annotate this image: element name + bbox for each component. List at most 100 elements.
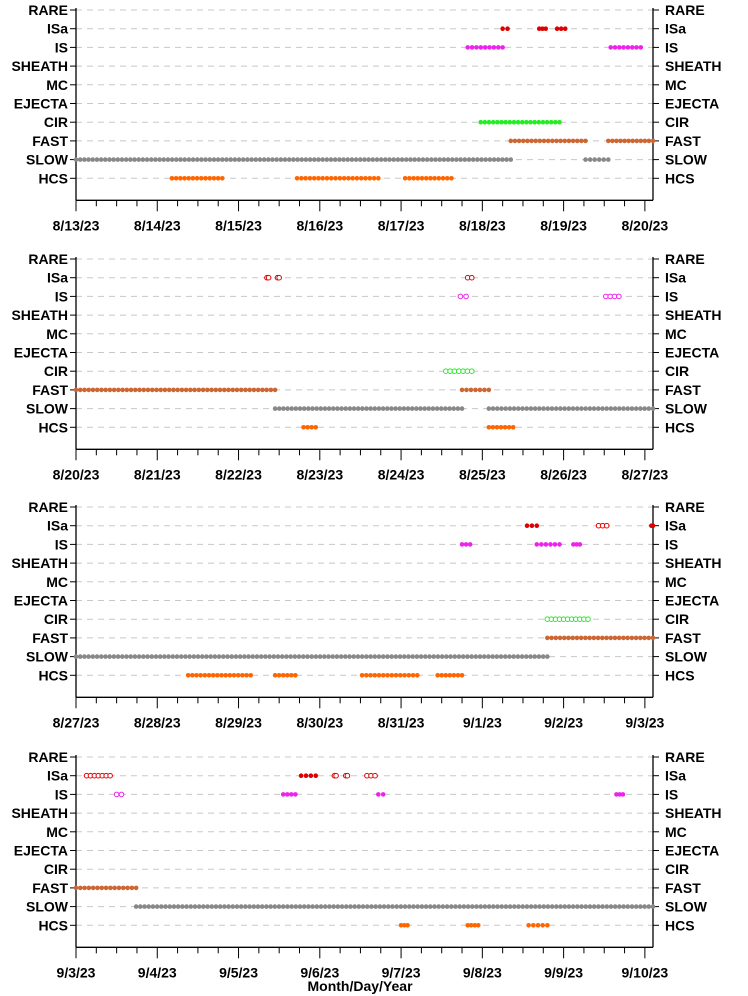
point-cir <box>519 119 525 125</box>
point-slow <box>199 654 205 659</box>
category-label-left: CIR <box>44 114 68 130</box>
point-slow <box>331 904 336 909</box>
point-fast <box>473 387 478 393</box>
point-slow <box>295 157 300 162</box>
point-slow <box>272 904 278 909</box>
category-label-right: FAST <box>665 630 701 646</box>
panel-4: RARE RARE ISa ISa IS IS SHEATH SHEATH MC MC EJECTA… <box>11 749 721 980</box>
category-label-left: HCS <box>38 419 68 435</box>
category-label-right: MC <box>665 326 687 342</box>
point-slow <box>103 654 108 659</box>
point-slow <box>519 654 525 659</box>
point-hcs <box>545 923 550 928</box>
category-label-left: SLOW <box>26 899 69 915</box>
point-slow <box>482 904 488 909</box>
point-is <box>487 45 492 50</box>
point-slow <box>541 406 546 411</box>
point-hcs <box>227 673 233 678</box>
point-cir <box>490 119 496 125</box>
point-hcs <box>402 923 407 928</box>
point-hcs <box>305 425 310 430</box>
point-slow <box>642 904 647 909</box>
point-cir <box>468 368 475 375</box>
point-slow <box>406 654 411 659</box>
point-slow <box>454 157 459 162</box>
point-slow <box>595 406 601 411</box>
point-slow <box>608 904 614 909</box>
point-hcs <box>506 425 512 430</box>
category-label-left: ISa <box>47 518 68 534</box>
point-fast <box>570 635 576 641</box>
category-label-right: HCS <box>665 419 695 435</box>
point-slow <box>246 654 251 659</box>
point-slow <box>326 406 332 411</box>
point-slow <box>356 904 362 909</box>
point-isa <box>344 772 351 779</box>
point-slow <box>533 904 538 909</box>
point-slow <box>111 157 116 162</box>
point-slow <box>146 904 152 909</box>
point-slow <box>175 904 181 909</box>
point-slow <box>204 654 209 659</box>
point-fast <box>618 138 623 144</box>
point-slow <box>408 157 413 162</box>
point-fast <box>251 387 257 393</box>
point-hcs <box>272 673 278 678</box>
point-slow <box>347 654 352 659</box>
x-tick-label: 8/21/23 <box>134 466 181 482</box>
point-slow <box>335 904 341 909</box>
point-fast <box>482 387 487 393</box>
point-slow <box>592 157 597 162</box>
point-fast <box>533 138 538 144</box>
point-slow <box>249 157 254 162</box>
point-is <box>539 542 544 547</box>
point-hcs <box>393 673 399 678</box>
category-label-left: ISa <box>47 768 68 784</box>
point-fast <box>108 885 113 891</box>
point-fast <box>260 387 265 393</box>
point-hcs <box>475 923 481 928</box>
point-slow <box>364 654 369 659</box>
point-slow <box>278 157 284 162</box>
point-slow <box>554 904 559 909</box>
point-slow <box>574 406 580 411</box>
point-slow <box>221 654 226 659</box>
point-slow <box>199 157 204 162</box>
category-label-left: FAST <box>32 133 68 149</box>
point-hcs <box>294 176 300 181</box>
point-fast <box>230 387 236 393</box>
point-slow <box>201 904 206 909</box>
point-slow <box>359 654 365 659</box>
point-slow <box>453 904 458 909</box>
point-is <box>612 45 618 50</box>
point-slow <box>217 904 223 909</box>
point-hcs <box>231 673 237 678</box>
category-label-left: HCS <box>38 667 68 683</box>
point-fast <box>578 635 584 641</box>
point-is <box>113 791 120 798</box>
point-isa <box>265 274 272 281</box>
point-fast <box>205 387 210 393</box>
point-fast <box>99 885 105 891</box>
point-isa <box>534 523 540 528</box>
point-slow <box>370 157 376 162</box>
point-slow <box>389 406 394 411</box>
point-fast <box>175 387 180 393</box>
point-slow <box>566 406 572 411</box>
point-slow <box>349 157 355 162</box>
category-label-left: CIR <box>44 861 68 877</box>
point-slow <box>132 157 137 162</box>
point-slow <box>98 654 104 659</box>
point-isa <box>313 773 319 778</box>
point-slow <box>490 406 496 411</box>
point-fast <box>209 387 214 393</box>
point-hcs <box>367 176 373 181</box>
point-slow <box>305 654 310 659</box>
point-slow <box>398 904 404 909</box>
chart-panels: RARE RARE ISa ISa IS IS SHEATH SHEATH MC MC EJECTA… <box>11 2 721 980</box>
point-slow <box>228 157 233 162</box>
point-slow <box>369 904 374 909</box>
point-slow <box>418 406 423 411</box>
point-hcs <box>276 673 282 678</box>
point-hcs <box>341 176 347 181</box>
